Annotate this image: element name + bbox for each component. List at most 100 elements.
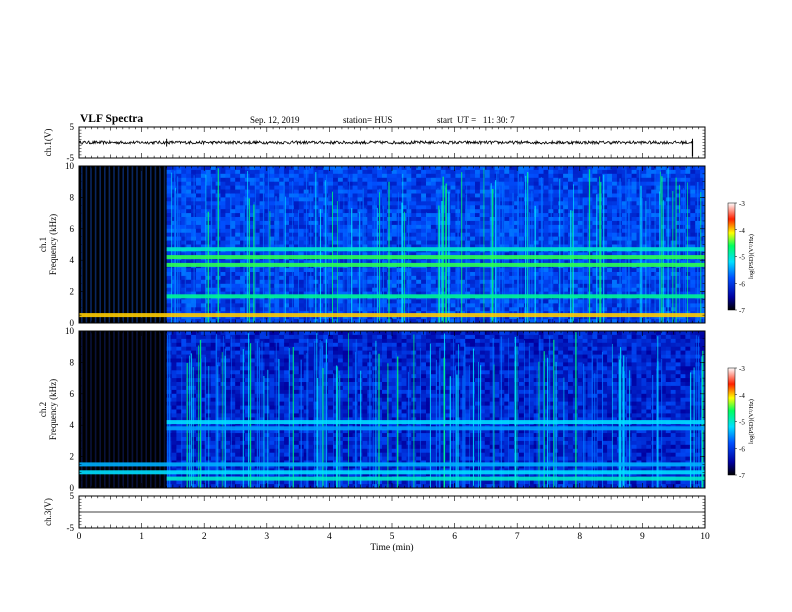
spectrogram-cell bbox=[274, 181, 280, 186]
spectrogram-cell bbox=[259, 166, 265, 171]
spectrogram-cell bbox=[514, 272, 520, 277]
spectrogram-cell bbox=[631, 205, 637, 210]
spectrogram-cell bbox=[509, 209, 515, 214]
spectrogram-cell bbox=[293, 279, 300, 285]
spectrogram-cell bbox=[426, 220, 432, 226]
spectrogram-cell bbox=[421, 315, 427, 320]
spectrogram-cell bbox=[391, 181, 398, 186]
spectrogram-cell bbox=[166, 177, 172, 183]
spectrogram-cell bbox=[700, 217, 706, 222]
spectrogram-cell bbox=[396, 240, 402, 245]
spectrogram-cell bbox=[690, 193, 696, 198]
spectrogram-cell bbox=[367, 236, 373, 241]
spectrogram-cell bbox=[426, 291, 432, 296]
spectrogram-cell bbox=[700, 283, 706, 289]
spectrogram-cell bbox=[656, 185, 662, 190]
spectrogram-cell bbox=[279, 279, 285, 285]
spectrogram-cell bbox=[186, 220, 192, 226]
spectrogram-cell bbox=[494, 220, 500, 226]
spectrogram-cell bbox=[553, 166, 559, 171]
spectrogram-cell bbox=[181, 220, 187, 226]
spectrogram-cell bbox=[274, 279, 280, 285]
spectrogram-cell bbox=[484, 287, 491, 292]
spectrogram-cell bbox=[279, 220, 285, 226]
spectrogram-cell bbox=[352, 260, 358, 265]
spectrogram-cell bbox=[362, 173, 368, 179]
spectrogram-cell bbox=[475, 236, 481, 241]
spectrogram-cell bbox=[494, 217, 500, 222]
spectrogram-cell bbox=[553, 228, 559, 234]
spectrogram-cell bbox=[685, 205, 691, 210]
spectrogram-cell bbox=[479, 173, 486, 179]
spectrogram-cell bbox=[269, 193, 275, 198]
spectrogram-cell bbox=[186, 260, 192, 265]
spectrogram-cell bbox=[196, 260, 202, 265]
spectrogram-cell bbox=[543, 240, 549, 245]
spectrogram-cell bbox=[352, 224, 358, 230]
spectrogram-cell bbox=[494, 185, 500, 190]
spectrogram-cell bbox=[509, 240, 515, 245]
spectrogram-cell bbox=[489, 177, 495, 183]
spectrogram-cell bbox=[421, 303, 427, 308]
spectrogram-cell bbox=[621, 189, 628, 194]
spectrogram-cell bbox=[675, 189, 681, 194]
spectrogram-cell bbox=[337, 224, 344, 230]
spectrogram-cell bbox=[465, 205, 471, 210]
spectrogram-cell bbox=[391, 307, 398, 312]
spectrogram-cell bbox=[685, 260, 691, 265]
spectrogram-cell bbox=[592, 166, 598, 171]
spectrogram-cell bbox=[465, 283, 471, 289]
spectrogram-cell bbox=[225, 291, 231, 296]
spectrogram-cell bbox=[372, 173, 378, 179]
spectrogram-cell bbox=[181, 319, 187, 324]
spectrogram-cell bbox=[533, 240, 539, 245]
spectrogram-cell bbox=[426, 240, 432, 245]
spectrogram-cell bbox=[421, 220, 427, 226]
spectrogram-cell bbox=[323, 201, 329, 206]
spectrogram-cell bbox=[416, 213, 422, 218]
spectrogram-cell bbox=[641, 185, 647, 190]
spectrogram-cell bbox=[254, 177, 260, 183]
spectrogram-cell bbox=[582, 201, 588, 206]
spectrogram-cell bbox=[205, 173, 212, 179]
spectrogram-cell bbox=[382, 169, 388, 175]
spectrogram-cell bbox=[372, 185, 378, 190]
spectrogram-cell bbox=[284, 220, 290, 226]
spectrogram-cell bbox=[670, 228, 676, 234]
spectrogram-cell bbox=[426, 303, 432, 308]
spectrogram-cell bbox=[484, 315, 491, 320]
spectrogram-cell bbox=[235, 275, 241, 281]
spectrogram-cell bbox=[455, 173, 461, 179]
spectrogram-cell bbox=[347, 303, 353, 308]
spectrogram-cell bbox=[651, 173, 657, 179]
spectrogram-cell bbox=[396, 236, 402, 241]
spectrogram-cell bbox=[656, 260, 662, 265]
spectrogram-cell bbox=[450, 244, 456, 249]
spectrogram-cell bbox=[342, 275, 349, 281]
spectrogram-cell bbox=[504, 315, 510, 320]
spectrogram-cell bbox=[352, 205, 358, 210]
spectrogram-cell bbox=[235, 209, 241, 214]
spectrogram-cell bbox=[328, 205, 334, 210]
spectrogram-cell bbox=[377, 185, 383, 190]
spectrogram-cell bbox=[391, 272, 398, 277]
spectrogram-cell bbox=[621, 279, 628, 285]
spectrogram-cell bbox=[519, 185, 525, 190]
spectrogram-cell bbox=[651, 166, 657, 171]
spectrogram-cell bbox=[577, 181, 584, 186]
spectrogram-cell bbox=[347, 205, 353, 210]
spectrogram-cell bbox=[460, 236, 466, 241]
spectrogram-cell bbox=[631, 197, 637, 202]
spectrogram-cell bbox=[186, 275, 192, 281]
spectrogram-cell bbox=[612, 236, 618, 241]
spectrogram-cell bbox=[328, 217, 334, 222]
spectrogram-cell bbox=[337, 307, 344, 312]
spectrogram-cell bbox=[186, 201, 192, 206]
spectrogram-cell bbox=[196, 307, 202, 312]
spectrogram-cell bbox=[367, 228, 373, 234]
spectrogram-cell bbox=[382, 319, 388, 324]
spectrogram-cell bbox=[426, 299, 432, 304]
spectrogram-cell bbox=[465, 303, 471, 308]
spectrogram-cell bbox=[582, 291, 588, 296]
